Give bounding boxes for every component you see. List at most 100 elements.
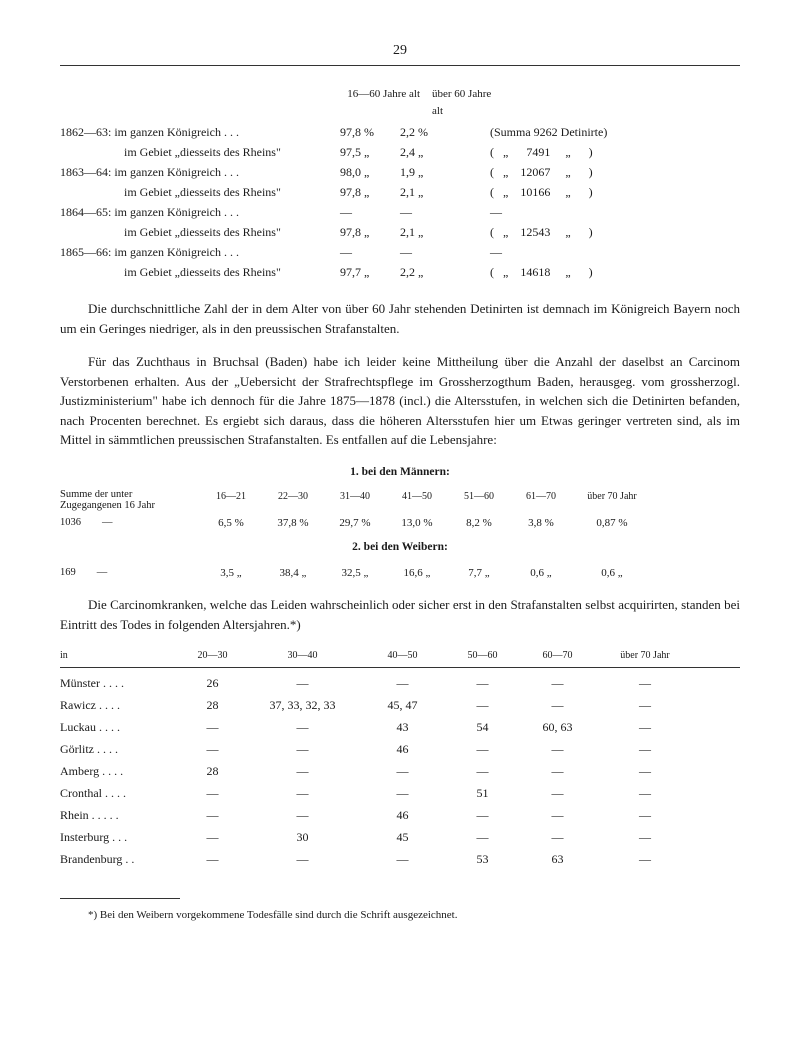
page-underline xyxy=(60,65,740,66)
table2-h1: 22—30 xyxy=(262,489,324,512)
table2-r1c0: 6,5 % xyxy=(200,515,262,532)
table3-cell: 60, 63 xyxy=(520,718,595,736)
paragraph-2: Für das Zuchthaus in Bruchsal (Baden) ha… xyxy=(60,352,740,450)
table1-cell-c: 2,4 „ xyxy=(400,143,490,161)
table3-cell: — xyxy=(180,718,245,736)
table-statistics-3: in 20—30 30—40 40—50 50—60 60—70 über 70… xyxy=(60,648,740,868)
table1-cell-b: — xyxy=(340,243,400,261)
paragraph-3: Die Carcinomkranken, welche das Leiden w… xyxy=(60,595,740,634)
table1-row: im Gebiet „diesseits des Rheins"97,5 „2,… xyxy=(60,143,740,161)
table1-cell-a: im Gebiet „diesseits des Rheins" xyxy=(60,223,340,241)
table1-cell-a: im Gebiet „diesseits des Rheins" xyxy=(60,183,340,201)
footnote: *) Bei den Weibern vorgekommene Todesfäl… xyxy=(60,907,740,924)
table1-cell-b: 97,8 „ xyxy=(340,183,400,201)
table2-r1c4: 8,2 % xyxy=(448,515,510,532)
table3-cell: — xyxy=(520,740,595,758)
table3-cell: — xyxy=(595,718,695,736)
table2-r1c1: 37,8 % xyxy=(262,515,324,532)
table1-cell-b: 97,8 „ xyxy=(340,223,400,241)
table3-cell: — xyxy=(360,762,445,780)
table3-cell: 37, 33, 32, 33 xyxy=(245,696,360,714)
table1-cell-d: ( „ 10166 „ ) xyxy=(490,183,740,201)
table2-r2c3: 16,6 „ xyxy=(386,565,448,582)
table-statistics-1: 16—60 Jahre alt über 60 Jahre alt 1862—6… xyxy=(60,86,740,281)
table1-row: im Gebiet „diesseits des Rheins"97,7 „2,… xyxy=(60,263,740,281)
table3-name: Insterburg . . . xyxy=(60,828,180,846)
table3-cell: — xyxy=(180,806,245,824)
table2-r2c6: 0,6 „ xyxy=(572,565,652,582)
table3-name: Cronthal . . . . xyxy=(60,784,180,802)
t3-h6: über 70 Jahr xyxy=(595,648,695,663)
table3-cell: — xyxy=(520,806,595,824)
table1-cell-a: im Gebiet „diesseits des Rheins" xyxy=(60,143,340,161)
page-number: 29 xyxy=(60,40,740,61)
table3-row: Insterburg . . .—3045——— xyxy=(60,828,740,846)
table3-cell: — xyxy=(520,784,595,802)
footnote-divider xyxy=(60,898,180,899)
table1-cell-a: 1863—64: im ganzen Königreich . . . xyxy=(60,163,340,181)
table2-r1c3: 13,0 % xyxy=(386,515,448,532)
table3-row: Cronthal . . . .———51—— xyxy=(60,784,740,802)
table3-cell: 43 xyxy=(360,718,445,736)
table3-row: Münster . . . .26————— xyxy=(60,674,740,692)
table3-cell: 46 xyxy=(360,806,445,824)
table2-r2c2: 32,5 „ xyxy=(324,565,386,582)
table3-cell: — xyxy=(520,828,595,846)
table1-cell-c: 2,2 % xyxy=(400,123,490,141)
table3-cell: 63 xyxy=(520,850,595,868)
table3-cell: — xyxy=(180,740,245,758)
table1-cell-c: — xyxy=(400,243,490,261)
table3-cell: 26 xyxy=(180,674,245,692)
table3-cell: — xyxy=(245,762,360,780)
table1-header-col3: über 60 Jahre alt xyxy=(420,86,500,119)
table3-row: Rhein . . . . .——46——— xyxy=(60,806,740,824)
table3-cell: — xyxy=(595,740,695,758)
table3-cell: 45, 47 xyxy=(360,696,445,714)
table1-cell-a: 1862—63: im ganzen Königreich . . . xyxy=(60,123,340,141)
table2-h4: 51—60 xyxy=(448,489,510,512)
table1-cell-d: ( „ 12067 „ ) xyxy=(490,163,740,181)
table3-cell: — xyxy=(595,850,695,868)
table2-r2c1: 38,4 „ xyxy=(262,565,324,582)
table3-cell: — xyxy=(445,674,520,692)
table3-row: Görlitz . . . .——46——— xyxy=(60,740,740,758)
table3-cell: — xyxy=(595,828,695,846)
table3-row: Rawicz . . . .2837, 33, 32, 3345, 47——— xyxy=(60,696,740,714)
table1-row: im Gebiet „diesseits des Rheins"97,8 „2,… xyxy=(60,223,740,241)
table3-name: Münster . . . . xyxy=(60,674,180,692)
table3-cell: — xyxy=(520,762,595,780)
table2-label: Summe der unter Zugegangenen 16 Jahr xyxy=(60,489,200,512)
t3-h1: 20—30 xyxy=(180,648,245,663)
table3-cell: — xyxy=(520,696,595,714)
table2-heading2: 2. bei den Weibern: xyxy=(60,539,740,556)
table3-cell: — xyxy=(595,762,695,780)
table1-cell-b: 98,0 „ xyxy=(340,163,400,181)
table2-heading1: 1. bei den Männern: xyxy=(60,464,740,481)
table3-cell: — xyxy=(445,828,520,846)
table1-row: im Gebiet „diesseits des Rheins"97,8 „2,… xyxy=(60,183,740,201)
table1-header-col2: 16—60 Jahre alt xyxy=(340,86,420,119)
table2-h5: 61—70 xyxy=(510,489,572,512)
table1-cell-d: ( „ 7491 „ ) xyxy=(490,143,740,161)
table1-cell-d: — xyxy=(490,243,740,261)
table3-cell: — xyxy=(245,784,360,802)
table2-h2: 31—40 xyxy=(324,489,386,512)
table2-r2c4: 7,7 „ xyxy=(448,565,510,582)
table2-r2c0: 3,5 „ xyxy=(200,565,262,582)
table1-cell-d: ( „ 14618 „ ) xyxy=(490,263,740,281)
table-statistics-2: 1. bei den Männern: Summe der unter Zuge… xyxy=(60,464,740,582)
t3-h2: 30—40 xyxy=(245,648,360,663)
table1-cell-b: 97,8 % xyxy=(340,123,400,141)
table3-cell: 54 xyxy=(445,718,520,736)
table3-name: Luckau . . . . xyxy=(60,718,180,736)
table2-h3: 41—50 xyxy=(386,489,448,512)
table3-row: Amberg . . . .28————— xyxy=(60,762,740,780)
table3-row: Brandenburg . .———5363— xyxy=(60,850,740,868)
table3-name: Rhein . . . . . xyxy=(60,806,180,824)
table3-cell: — xyxy=(245,806,360,824)
paragraph-1: Die durchschnittliche Zahl der in dem Al… xyxy=(60,299,740,338)
table2-r1c5: 3,8 % xyxy=(510,515,572,532)
table3-cell: — xyxy=(595,806,695,824)
table3-name: Rawicz . . . . xyxy=(60,696,180,714)
table1-cell-c: 1,9 „ xyxy=(400,163,490,181)
